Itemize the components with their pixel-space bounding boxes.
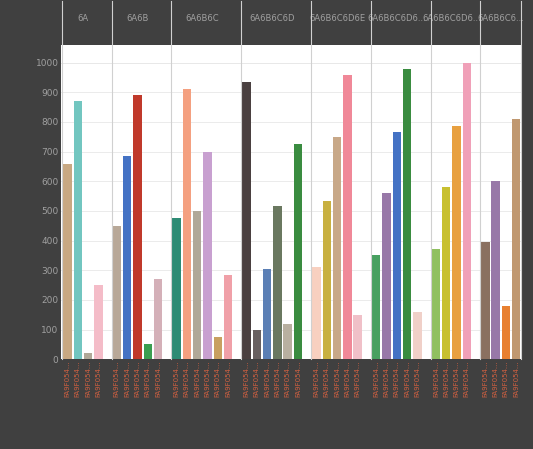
- Bar: [322, 201, 331, 359]
- Bar: [343, 75, 352, 359]
- Bar: [453, 127, 461, 359]
- Bar: [294, 144, 302, 359]
- Bar: [481, 242, 489, 359]
- Bar: [432, 250, 440, 359]
- Bar: [112, 226, 121, 359]
- Bar: [133, 95, 142, 359]
- Bar: [333, 137, 341, 359]
- Bar: [224, 275, 232, 359]
- Bar: [442, 187, 450, 359]
- Bar: [253, 330, 261, 359]
- Bar: [403, 69, 411, 359]
- Bar: [382, 193, 391, 359]
- Bar: [413, 312, 422, 359]
- Bar: [393, 132, 401, 359]
- Bar: [263, 269, 271, 359]
- Text: 6A6B6C6D6...: 6A6B6C6D6...: [422, 14, 481, 23]
- Text: 6A6B6C6D: 6A6B6C6D: [249, 14, 295, 23]
- Bar: [143, 344, 152, 359]
- Text: 6A6B: 6A6B: [126, 14, 149, 23]
- Bar: [512, 119, 520, 359]
- Text: 6A6B6C6...: 6A6B6C6...: [477, 14, 524, 23]
- Bar: [94, 285, 102, 359]
- Bar: [84, 353, 92, 359]
- Bar: [243, 82, 251, 359]
- Bar: [193, 211, 201, 359]
- Text: 6A6B6C6D6...: 6A6B6C6D6...: [367, 14, 426, 23]
- Bar: [154, 279, 162, 359]
- Bar: [183, 89, 191, 359]
- Bar: [284, 324, 292, 359]
- Bar: [203, 152, 212, 359]
- Bar: [312, 267, 321, 359]
- Bar: [123, 156, 131, 359]
- Bar: [353, 315, 362, 359]
- Bar: [172, 218, 181, 359]
- Bar: [372, 255, 381, 359]
- Text: 6A6B6C: 6A6B6C: [185, 14, 219, 23]
- Text: 6A6B6C6D6E: 6A6B6C6D6E: [309, 14, 365, 23]
- Bar: [273, 207, 281, 359]
- Text: 6A: 6A: [77, 14, 88, 23]
- Bar: [491, 181, 500, 359]
- Bar: [63, 163, 72, 359]
- Bar: [463, 63, 471, 359]
- Bar: [74, 101, 82, 359]
- Bar: [502, 306, 510, 359]
- Bar: [214, 337, 222, 359]
